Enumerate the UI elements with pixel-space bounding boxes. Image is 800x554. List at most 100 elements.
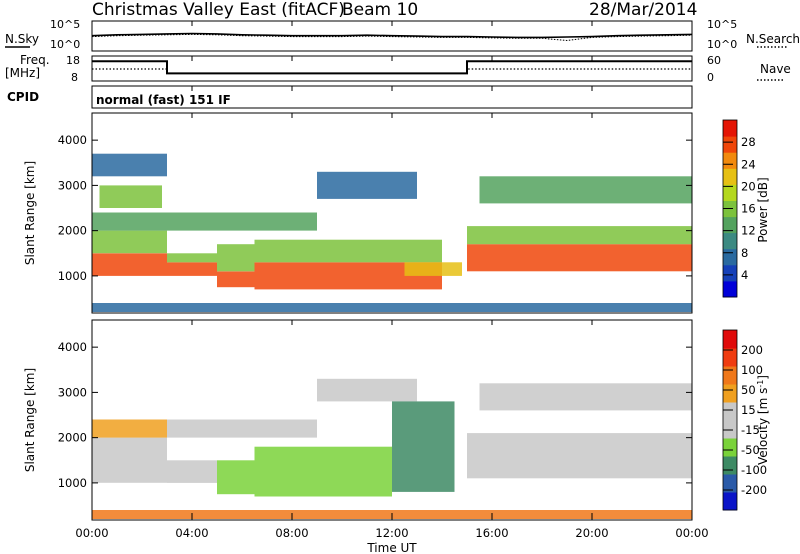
freq-tick-bottom: 8 xyxy=(71,71,78,84)
colorbar-swatch xyxy=(723,474,737,493)
colorbar-swatch xyxy=(723,184,737,201)
heatmap-band xyxy=(404,262,462,276)
colorbar-swatch xyxy=(723,384,737,403)
range-tick-label: 4000 xyxy=(58,340,87,354)
range-tick-label: 1000 xyxy=(58,269,87,283)
noise-left-label: N.Sky xyxy=(5,32,39,46)
date-title: 28/Mar/2014 xyxy=(589,0,697,20)
cpid-mode: normal (fast) 151 IF xyxy=(96,93,231,107)
colorbar-tick-label: -50 xyxy=(741,443,760,457)
nave-tick-top: 60 xyxy=(707,54,721,67)
freq-unit-label: [MHz] xyxy=(5,66,40,80)
colorbar-tick-label: 20 xyxy=(741,179,756,193)
freq-series-line xyxy=(92,60,692,75)
velocity-range-axis: 1000 2000 3000 4000 xyxy=(58,340,692,490)
nsearch-series-line xyxy=(91,33,693,42)
range-tick-label: 3000 xyxy=(58,178,87,192)
heatmap-band xyxy=(167,419,317,438)
noise-right-tick-bottom: 10^0 xyxy=(707,38,737,51)
nave-label: Nave xyxy=(760,62,791,76)
range-tick-label: 2000 xyxy=(58,224,87,238)
colorbar-tick-label: 4 xyxy=(741,268,748,282)
velocity-heatmap xyxy=(92,378,692,519)
colorbar-tick-label: -100 xyxy=(741,463,767,477)
heatmap-band xyxy=(217,271,255,288)
colorbar-tick-label: 28 xyxy=(741,135,756,149)
heatmap-band xyxy=(467,226,692,245)
heatmap-band xyxy=(217,244,255,272)
colorbar-swatch xyxy=(723,248,737,266)
velocity-colorbar-label: Velocity [m s-1] xyxy=(756,375,771,465)
colorbar-tick-label: 15 xyxy=(741,403,756,417)
range-tick-label: 3000 xyxy=(58,385,87,399)
velocity-panel: 1000 2000 3000 4000 Slant Range [km] 200 100… xyxy=(23,319,771,521)
colorbar-swatch xyxy=(723,402,737,421)
power-heatmap xyxy=(92,153,692,312)
colorbar-swatch xyxy=(723,120,737,137)
heatmap-band xyxy=(167,212,317,231)
heatmap-band xyxy=(167,460,217,483)
heatmap-band xyxy=(254,239,442,263)
colorbar-swatch xyxy=(723,136,737,153)
colorbar-tick-label: 12 xyxy=(741,224,756,238)
heatmap-band xyxy=(167,262,217,276)
time-tick-label: 04:00 xyxy=(175,526,208,540)
time-tick-label: 00:00 xyxy=(675,526,708,540)
heatmap-band xyxy=(479,383,692,411)
colorbar-tick-label: 200 xyxy=(741,343,763,357)
heatmap-band xyxy=(92,212,167,231)
heatmap-band xyxy=(317,171,417,199)
nsky-series-line xyxy=(91,32,693,39)
heatmap-band xyxy=(217,460,255,495)
range-tick-label: 2000 xyxy=(58,431,87,445)
colorbar-tick-label: -15 xyxy=(741,423,760,437)
colorbar-tick-label: -200 xyxy=(741,483,767,497)
velocity-ylabel: Slant Range [km] xyxy=(23,368,37,472)
colorbar-swatch xyxy=(723,216,737,234)
time-axis-label: Time UT xyxy=(366,541,417,554)
colorbar-swatch xyxy=(723,348,737,367)
heatmap-band xyxy=(167,253,217,263)
noise-panel: N.Sky 10^5 10^0 10^5 10^0 N.Search xyxy=(5,18,800,52)
power-range-axis: 1000 2000 3000 4000 xyxy=(58,133,692,283)
colorbar-swatch xyxy=(723,168,737,185)
colorbar-swatch xyxy=(723,152,737,169)
cpid-label: CPID xyxy=(7,90,39,104)
noise-left-tick-top: 10^5 xyxy=(50,18,80,31)
power-panel: 1000 2000 3000 4000 Slant Range [km] 28 24 20… xyxy=(23,112,770,314)
colorbar-swatch xyxy=(723,492,737,511)
cpid-row: CPID normal (fast) 151 IF xyxy=(7,85,693,109)
colorbar-swatch xyxy=(723,264,737,282)
heatmap-band xyxy=(92,253,167,276)
frequency-panel: Freq. [MHz] 18 8 60 0 Nave xyxy=(5,53,791,84)
power-colorbar-label: Power [dB] xyxy=(756,177,770,242)
time-tick-label: 12:00 xyxy=(375,526,408,540)
colorbar-tick-label: 50 xyxy=(741,383,756,397)
colorbar-swatch xyxy=(723,456,737,475)
nave-series-line xyxy=(92,68,692,75)
velocity-colorbar: 200 100 50 15 -15 -50 -100 -200 xyxy=(722,329,767,511)
colorbar-tick-label: 8 xyxy=(741,246,748,260)
freq-label: Freq. xyxy=(20,53,50,67)
heatmap-band xyxy=(392,401,455,492)
colorbar-swatch xyxy=(723,232,737,250)
heatmap-band xyxy=(92,230,167,254)
colorbar-swatch xyxy=(723,420,737,439)
heatmap-band xyxy=(479,176,692,204)
heatmap-band xyxy=(317,378,417,402)
heatmap-band xyxy=(99,185,162,208)
time-axis: 00:00 04:00 08:00 12:00 16:00 20:00 00:00 xyxy=(75,21,709,540)
power-colorbar: 28 24 20 16 12 8 4 xyxy=(722,119,756,298)
range-tick-label: 1000 xyxy=(58,476,87,490)
heatmap-band xyxy=(92,153,167,177)
colorbar-swatch xyxy=(723,330,737,349)
time-tick-label: 08:00 xyxy=(275,526,308,540)
colorbar-tick-label: 16 xyxy=(741,202,756,216)
heatmap-band xyxy=(92,437,167,483)
nave-tick-bottom: 0 xyxy=(707,71,714,84)
time-tick-label: 00:00 xyxy=(75,526,108,540)
power-ylabel: Slant Range [km] xyxy=(23,161,37,265)
heatmap-band xyxy=(254,446,392,497)
noise-left-tick-bottom: 10^0 xyxy=(50,38,80,51)
